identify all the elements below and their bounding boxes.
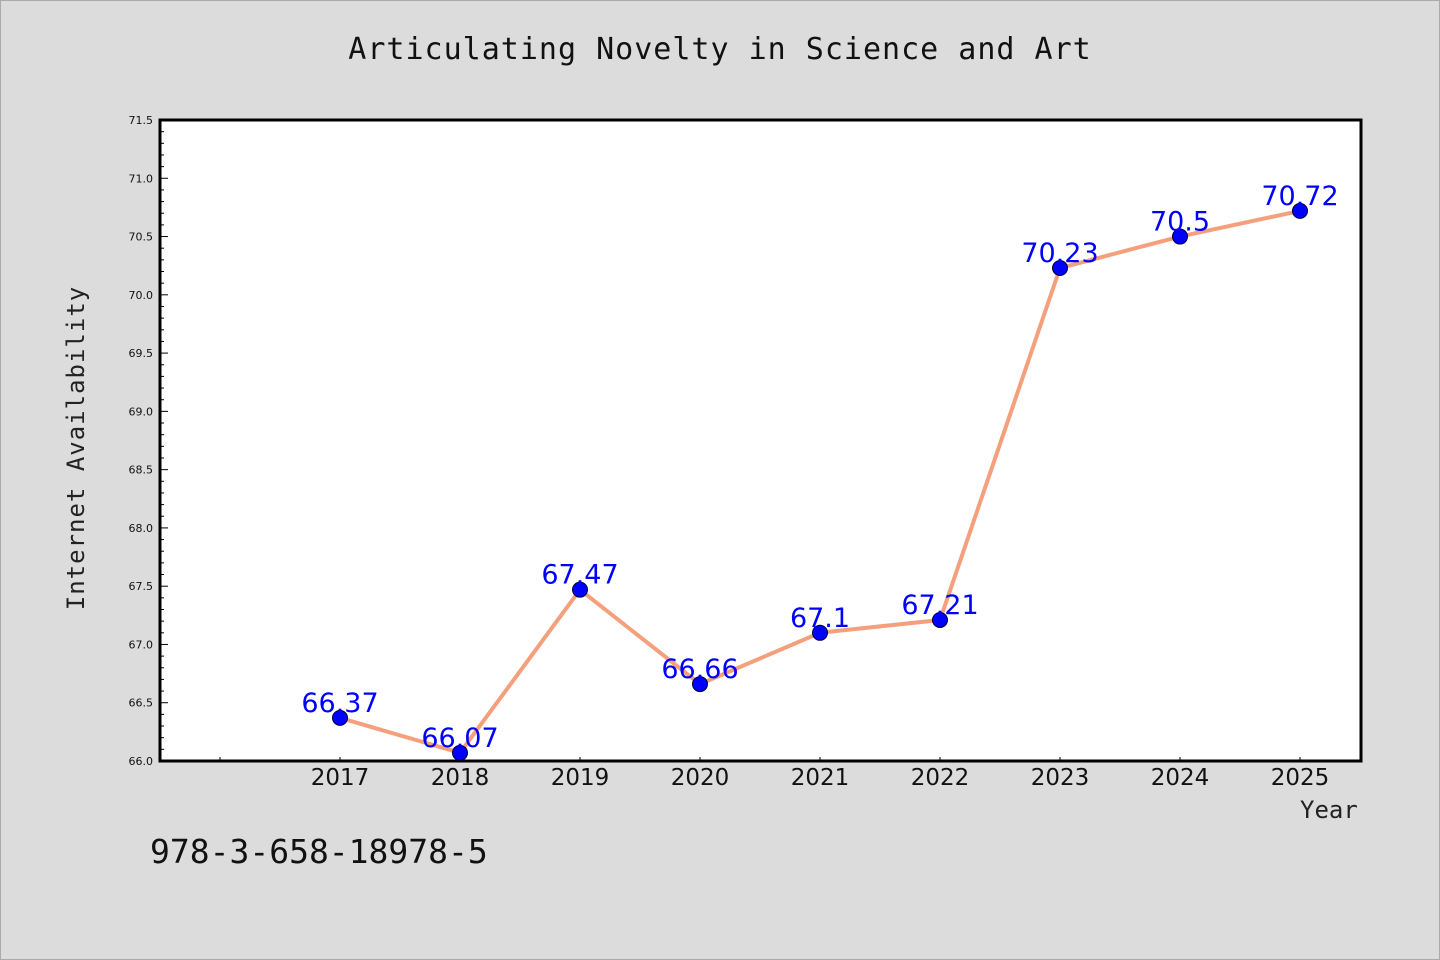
data-label: 67.21 (901, 590, 978, 621)
x-tick-label: 2020 (671, 765, 730, 791)
x-axis-label: Year (1300, 796, 1358, 824)
data-label: 70.5 (1150, 207, 1210, 238)
data-label: 66.07 (421, 723, 498, 754)
y-tick-label: 70.5 (129, 231, 154, 244)
x-tick-label: 2024 (1151, 765, 1210, 791)
data-point (332, 709, 348, 726)
y-tick-label: 67.0 (129, 638, 154, 651)
y-tick-label: 66.5 (129, 697, 154, 710)
y-axis: 66.0 66.5 67.0 67.5 68.0 68.5 69.0 69.5 70.0 70.5… (129, 114, 168, 768)
y-tick-label: 68.5 (129, 464, 154, 477)
data-point (812, 624, 828, 641)
x-tick-label: 2019 (551, 765, 610, 791)
series (332, 202, 1308, 761)
data-point (932, 611, 948, 628)
data-labels: 66.37 66.07 67.47 66.66 67.1 67.21 70.23 70.5 70… (301, 181, 1338, 754)
x-axis: 2017 2018 2019 2020 2021 2022 2023 2024 2025 (219, 757, 1330, 791)
x-tick-label: 2017 (311, 765, 370, 791)
data-label: 70.72 (1261, 181, 1338, 212)
data-label: 66.37 (301, 688, 378, 719)
data-point (692, 676, 708, 693)
data-point (1052, 260, 1068, 277)
y-tick-label: 66.0 (129, 755, 154, 768)
data-label: 70.23 (1021, 238, 1098, 269)
data-point (1292, 202, 1308, 219)
x-tick-label: 2025 (1271, 765, 1330, 791)
x-tick-label: 2022 (911, 765, 970, 791)
x-tick-label: 2023 (1031, 765, 1090, 791)
y-tick-label: 69.5 (129, 347, 154, 360)
data-label: 67.1 (790, 603, 850, 634)
x-tick-label: 2018 (431, 765, 490, 791)
y-tick-label: 67.5 (129, 580, 154, 593)
x-tick-label: 2021 (791, 765, 850, 791)
y-tick-label: 71.5 (129, 114, 154, 127)
y-tick-label: 69.0 (129, 405, 154, 418)
plot-area (158, 118, 1363, 763)
data-label: 66.66 (661, 654, 738, 685)
data-point (1172, 228, 1188, 245)
data-point (572, 581, 588, 598)
data-point (452, 744, 468, 761)
y-tick-label: 71.0 (129, 172, 154, 185)
chart-title: Articulating Novelty in Science and Art (348, 32, 1092, 67)
y-tick-label: 70.0 (129, 289, 154, 302)
y-tick-label: 68.0 (129, 522, 154, 535)
data-label: 67.47 (541, 560, 618, 591)
isbn-text: 978-3-658-18978-5 (150, 832, 488, 871)
